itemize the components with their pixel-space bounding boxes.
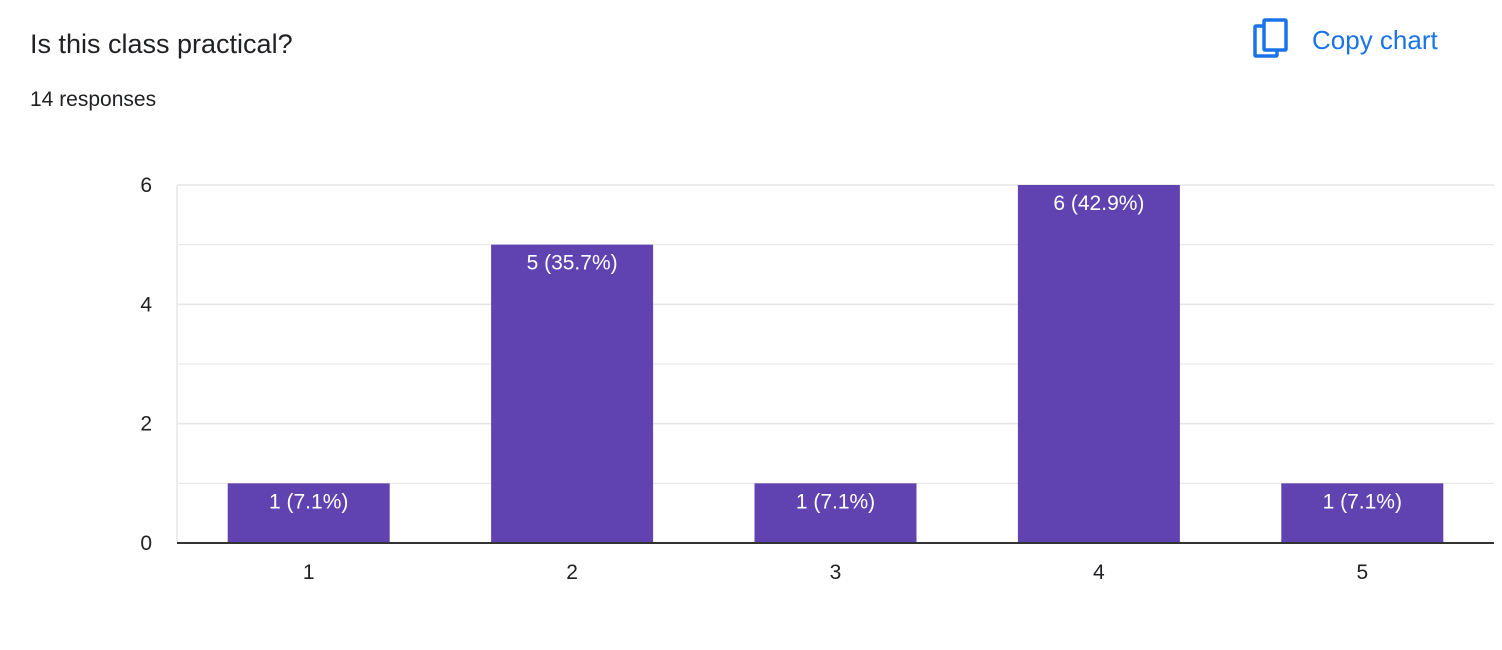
gridlines <box>177 184 1494 484</box>
copy-chart-label: Copy chart <box>1312 24 1438 55</box>
bar[interactable] <box>1281 483 1444 543</box>
x-tick-label: 2 <box>566 561 578 584</box>
bars <box>227 185 1444 543</box>
bar[interactable] <box>227 483 390 543</box>
y-tick-label: 4 <box>140 293 152 316</box>
labels: 0 2 4 6 1 (7.1%) 1 5 (35.7%) 2 1 (7.1%) 3 6 (42.9%… <box>140 174 1402 584</box>
x-tick-label: 3 <box>830 561 842 584</box>
data-label: 1 (7.1%) <box>269 490 348 513</box>
axes <box>176 185 1494 544</box>
bar[interactable] <box>754 483 917 543</box>
data-label: 5 (35.7%) <box>527 252 618 275</box>
bar-chart: 0 2 4 6 1 (7.1%) 1 5 (35.7%) 2 1 (7.1%) 3 6 (42.9%… <box>140 174 1494 584</box>
x-tick-label: 5 <box>1356 561 1368 584</box>
copy-icon <box>1252 18 1290 62</box>
bar[interactable] <box>1017 185 1180 543</box>
chart-title: Is this class practical? <box>30 29 293 59</box>
y-tick-label: 6 <box>140 174 152 197</box>
y-tick-label: 2 <box>140 413 152 436</box>
y-tick-label: 0 <box>140 532 152 555</box>
data-label: 1 (7.1%) <box>796 490 875 513</box>
x-tick-label: 1 <box>303 561 315 584</box>
copy-chart-button[interactable]: Copy chart <box>1248 16 1474 64</box>
response-count: 14 responses <box>30 88 157 111</box>
data-label: 6 (42.9%) <box>1053 192 1144 215</box>
x-tick-label: 4 <box>1093 561 1105 584</box>
bar[interactable] <box>491 244 654 543</box>
data-label: 1 (7.1%) <box>1323 490 1402 513</box>
